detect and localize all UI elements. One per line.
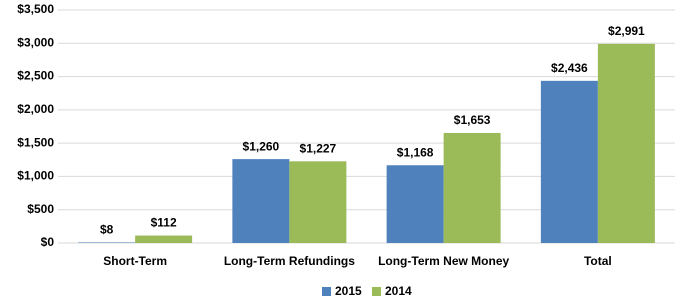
bar	[540, 80, 598, 243]
x-tick-label: Short-Term	[103, 254, 167, 268]
y-tick-label: $500	[27, 202, 54, 216]
value-label: $2,436	[551, 61, 588, 75]
legend-swatch	[322, 287, 331, 296]
y-tick-label: $1,000	[17, 169, 54, 183]
value-label: $8	[100, 223, 114, 237]
bar	[386, 165, 444, 243]
value-label: $1,168	[397, 145, 434, 159]
x-tick-label: Long-Term New Money	[378, 254, 509, 268]
bar	[597, 43, 655, 243]
bar	[289, 161, 347, 243]
y-tick-label: $2,500	[17, 69, 54, 83]
y-tick-label: $2,000	[17, 102, 54, 116]
value-label: $1,653	[454, 113, 491, 127]
value-label: $112	[151, 216, 177, 230]
y-tick-label: $3,500	[17, 2, 54, 16]
legend-label: 2015	[335, 284, 362, 298]
x-tick-label: Long-Term Refundings	[224, 254, 355, 268]
bar	[135, 235, 193, 243]
y-tick-label: $1,500	[17, 135, 54, 149]
y-tick-label: $0	[41, 235, 55, 249]
value-label: $2,991	[608, 24, 645, 38]
value-label: $1,227	[300, 141, 337, 155]
value-label: $1,260	[243, 139, 280, 153]
legend-swatch	[372, 287, 381, 296]
y-tick-label: $3,000	[17, 35, 54, 49]
bar	[232, 159, 290, 243]
x-tick-label: Total	[584, 254, 612, 268]
bar	[443, 132, 501, 243]
legend-label: 2014	[385, 284, 412, 298]
bar	[78, 242, 136, 243]
